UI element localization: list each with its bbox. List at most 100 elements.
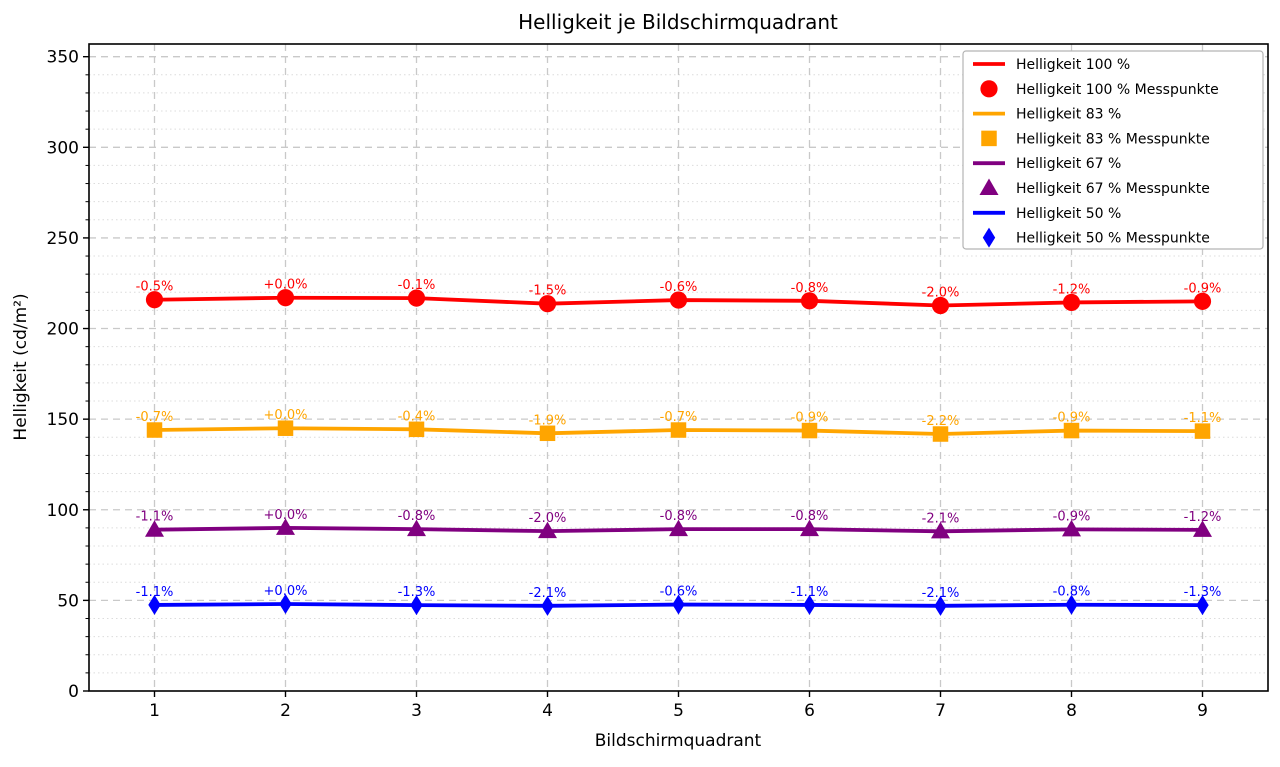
measure-point-marker (982, 227, 996, 248)
measure-point-marker (669, 519, 688, 537)
point-label: -0.6% (660, 280, 698, 295)
measure-point-marker (670, 422, 687, 438)
measure-point-marker (145, 520, 164, 537)
point-label: -0.7% (136, 410, 174, 425)
measure-point-marker (276, 289, 295, 307)
y-tick-label: 100 (47, 501, 79, 521)
axes-layer: 1 2 3 4 5 6 7 8 9 0 50 100 150 200 250 300 350 (47, 43, 1269, 721)
measure-point-marker (407, 289, 426, 307)
measure-point-marker (1193, 292, 1212, 310)
measure-point-marker (279, 594, 292, 615)
point-label: -0.9% (1053, 411, 1091, 426)
measure-point-marker (981, 130, 997, 147)
x-tick-label: 7 (935, 701, 946, 721)
x-tick-label: 2 (280, 701, 291, 721)
point-label: +0.0% (264, 584, 308, 599)
measure-point-marker (1063, 422, 1080, 439)
measure-point-marker (276, 518, 295, 535)
legend-item: Helligkeit 67 % (973, 156, 1121, 172)
measure-point-marker (931, 521, 950, 539)
legend-item: Helligkeit 100 % Messpunkte (980, 80, 1219, 98)
measure-point-marker (979, 178, 999, 195)
measure-point-marker (277, 420, 294, 436)
legend-box (962, 50, 1264, 250)
measure-point-marker (1193, 520, 1212, 537)
point-label: -0.8% (791, 509, 829, 524)
point-label: -1.3% (398, 585, 436, 600)
point-label: -2.2% (922, 414, 960, 429)
point-label: -1.3% (1184, 585, 1222, 600)
measure-point-marker (672, 594, 685, 615)
x-tick-label: 8 (1066, 701, 1077, 721)
point-label: -2.0% (529, 511, 567, 526)
point-label: -2.0% (922, 286, 960, 301)
y-tick-label: 300 (47, 138, 79, 158)
measure-point-marker (800, 292, 819, 310)
point-label: -2.1% (922, 586, 960, 601)
x-axis-label: Bildschirmquadrant (595, 731, 762, 751)
y-tick-label: 50 (57, 591, 79, 611)
measure-point-marker (407, 519, 426, 537)
point-label: +0.0% (264, 408, 308, 423)
point-label: +0.0% (264, 508, 308, 523)
legend-label: Helligkeit 67 % Messpunkte (1016, 181, 1210, 197)
legend-label: Helligkeit 100 % (1016, 57, 1130, 73)
point-label: -1.2% (1184, 510, 1222, 525)
chart-title: Helligkeit je Bildschirmquadrant (518, 10, 838, 34)
x-tick-label: 1 (149, 701, 160, 721)
measure-point-marker (1196, 595, 1209, 616)
point-label: -0.4% (398, 409, 436, 424)
legend-item: Helligkeit 67 % Messpunkte (979, 178, 1210, 197)
measure-point-marker (539, 425, 556, 442)
legend-item: Helligkeit 100 % (973, 57, 1130, 73)
point-label: -0.7% (660, 410, 698, 425)
measure-point-marker (932, 426, 949, 442)
measure-point-marker (934, 595, 947, 616)
measure-point-marker (146, 422, 163, 438)
point-label: -2.1% (529, 586, 567, 601)
point-label: -0.9% (1184, 281, 1222, 296)
measure-point-marker (541, 595, 554, 616)
point-label: -1.2% (1053, 282, 1091, 297)
y-tick-label: 200 (47, 320, 79, 340)
point-label: -0.6% (660, 585, 698, 600)
measure-point-marker (538, 521, 557, 539)
y-tick-label: 0 (68, 682, 79, 702)
y-axis-label: Helligkeit (cd/m²) (11, 293, 31, 440)
legend-label: Helligkeit 83 % (1016, 107, 1121, 123)
y-tick-label: 250 (47, 229, 79, 249)
legend-label: Helligkeit 67 % (1016, 156, 1121, 172)
measure-point-marker (801, 422, 818, 439)
x-tick-label: 9 (1197, 701, 1208, 721)
x-tick-label: 6 (804, 701, 815, 721)
measure-point-marker (1062, 293, 1081, 312)
x-tick-label: 5 (673, 701, 684, 721)
point-label: -0.8% (1053, 585, 1091, 600)
measure-point-marker (148, 594, 161, 615)
point-label: -1.5% (529, 284, 567, 299)
point-label: -0.1% (398, 278, 436, 293)
legend-item: Helligkeit 83 % Messpunkte (981, 130, 1210, 147)
measure-point-marker (980, 80, 998, 98)
point-label: -2.1% (922, 511, 960, 526)
legend-item: Helligkeit 83 % (973, 107, 1121, 123)
legend-label: Helligkeit 83 % Messpunkte (1016, 131, 1210, 147)
point-label: -1.1% (791, 585, 829, 600)
measure-point-marker (538, 295, 557, 313)
point-label: -1.1% (1184, 411, 1222, 426)
legend-item: Helligkeit 50 % Messpunkte (982, 227, 1210, 248)
point-label: -0.8% (660, 509, 698, 524)
measure-point-marker (410, 595, 423, 616)
point-label: -1.9% (529, 413, 567, 428)
y-tick-label: 150 (47, 410, 79, 430)
measure-point-marker (1062, 519, 1081, 537)
measure-point-marker (803, 594, 816, 615)
point-label: -1.1% (136, 585, 174, 600)
point-label: +0.0% (264, 278, 308, 293)
legend-label: Helligkeit 50 % (1016, 206, 1121, 222)
measure-point-marker (145, 291, 164, 309)
point-label: -0.9% (791, 411, 829, 426)
point-label: -0.8% (791, 281, 829, 296)
